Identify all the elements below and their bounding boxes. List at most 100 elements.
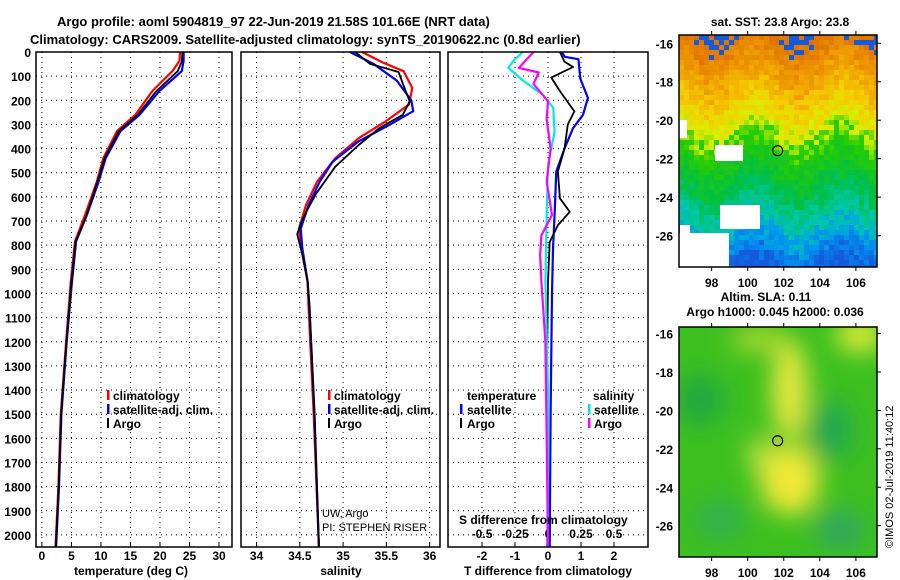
sst-cell [839,225,845,231]
sst-cell [804,250,810,256]
sla-blob [808,400,852,460]
sst-cell [689,105,695,111]
sst-cell [819,60,825,66]
sst-cell [739,265,745,267]
sst-cell [684,50,690,56]
sst-cell [764,200,770,206]
sst-cell [774,195,780,201]
sst-cell [844,225,850,231]
sst-cell [874,165,877,171]
sst-cell [764,130,770,136]
sst-cell [779,130,785,136]
sst-cell [679,105,685,111]
sst-cell [714,210,720,216]
sst-cell [839,140,845,146]
sst-cell [734,95,740,101]
sst-cell [714,70,720,76]
lat-tick-label: -22 [656,153,674,167]
sst-cell [704,130,710,136]
sst-cell [824,210,830,216]
sst-cell [764,145,770,151]
sst-cell [864,110,870,116]
sst-cell [724,60,730,66]
sst-cell [784,235,790,241]
sst-cell [794,145,800,151]
sst-cell [869,90,875,96]
legend-title-temperature: temperature [467,389,537,403]
sst-cell [744,70,750,76]
sst-cell [839,180,845,186]
sst-cell [779,160,785,166]
sst-cell [704,140,710,146]
sst-cell [839,125,845,131]
sst-cell [794,80,800,86]
sst-cell [709,60,715,66]
panel-difference: -2 -1 0 1 2-0.5 -0.25 0 0.25 0.5 [447,51,649,563]
sst-cell [824,220,830,226]
sst-cell [779,240,785,246]
sst-cell [839,195,845,201]
sst-cell [814,175,820,181]
sst-cell [784,80,790,86]
sst-cell [739,200,745,206]
sst-cell [849,230,855,236]
sst-cell [819,210,825,216]
sst-cell [839,200,845,206]
sst-cell [699,230,705,236]
sst-cell [849,115,855,121]
sst-cell [709,35,715,41]
sst-cell [684,145,690,151]
series-line-climatology [54,51,182,548]
sst-cell [724,170,730,176]
sst-cell [769,130,775,136]
sst-cell [809,90,815,96]
sst-cell [774,50,780,56]
sst-cell [759,255,765,261]
sst-cell [779,50,785,56]
sst-cell [694,145,700,151]
sst-cell [809,50,815,56]
sst-cell [839,235,845,241]
sst-cell [724,75,730,81]
sst-cell [764,105,770,111]
sst-cell [699,95,705,101]
sst-cell [784,55,790,61]
sst-cell [754,200,760,206]
sst-cell [719,165,725,171]
sst-cell [734,140,740,146]
sst-cell [719,70,725,76]
sst-cell [684,210,690,216]
sst-cell [709,45,715,51]
panel-temperature: 0 5 10 15 20 25 30 [35,51,233,563]
sst-cell [774,55,780,61]
sst-cell [839,150,845,156]
sst-cell [759,155,765,161]
sst-cell [829,130,835,136]
sst-cell [794,75,800,81]
sst-cell [699,80,705,86]
sst-cell [854,135,860,141]
sst-cell [824,155,830,161]
sst-cell [854,125,860,131]
sst-cell [854,260,860,266]
sst-cell [814,125,820,131]
sst-cell [764,135,770,141]
sst-cell [784,225,790,231]
sst-cell [794,215,800,221]
sst-cell [819,120,825,126]
depth-tick-label: 1800 [4,481,31,495]
depth-tick-label: 2000 [4,529,31,543]
sst-cell [844,235,850,241]
sst-cell [849,240,855,246]
sst-cell [799,160,805,166]
sst-cell [864,180,870,186]
sst-cell [804,45,810,51]
sst-cell [734,120,740,126]
sst-cell [704,200,710,206]
sst-cell [779,70,785,76]
sst-cell [809,65,815,71]
sst-cell [784,180,790,186]
sst-cell [774,40,780,46]
sst-cell [824,245,830,251]
